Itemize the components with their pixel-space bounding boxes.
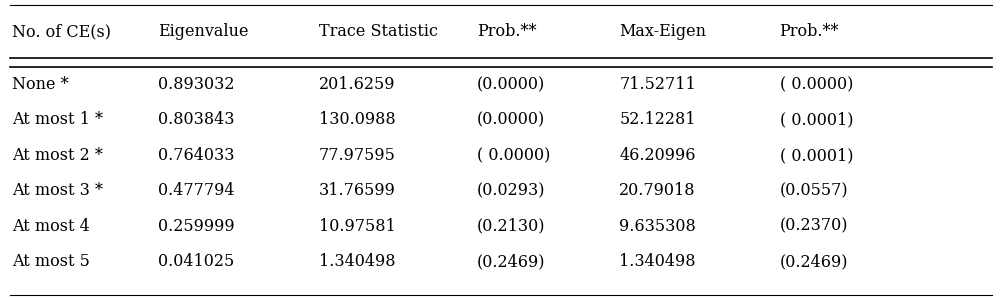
Text: At most 5: At most 5 — [12, 253, 90, 270]
Text: None *: None * — [12, 76, 69, 93]
Text: 71.52711: 71.52711 — [619, 76, 696, 93]
Text: 0.764033: 0.764033 — [158, 147, 234, 164]
Text: (0.2130): (0.2130) — [477, 218, 545, 235]
Text: ( 0.0001): ( 0.0001) — [780, 147, 853, 164]
Text: 0.893032: 0.893032 — [158, 76, 234, 93]
Text: No. of CE(s): No. of CE(s) — [12, 23, 111, 40]
Text: ( 0.0001): ( 0.0001) — [780, 112, 853, 128]
Text: 1.340498: 1.340498 — [619, 253, 695, 270]
Text: (0.2370): (0.2370) — [780, 218, 848, 235]
Text: Prob.**: Prob.** — [477, 23, 536, 40]
Text: 10.97581: 10.97581 — [319, 218, 396, 235]
Text: 77.97595: 77.97595 — [319, 147, 396, 164]
Text: 0.803843: 0.803843 — [158, 112, 234, 128]
Text: At most 4: At most 4 — [12, 218, 90, 235]
Text: 201.6259: 201.6259 — [319, 76, 395, 93]
Text: At most 3 *: At most 3 * — [12, 182, 103, 199]
Text: Eigenvalue: Eigenvalue — [158, 23, 248, 40]
Text: 0.477794: 0.477794 — [158, 182, 234, 199]
Text: 9.635308: 9.635308 — [619, 218, 696, 235]
Text: 130.0988: 130.0988 — [319, 112, 395, 128]
Text: (0.0000): (0.0000) — [477, 112, 545, 128]
Text: (0.0557): (0.0557) — [780, 182, 848, 199]
Text: ( 0.0000): ( 0.0000) — [780, 76, 853, 93]
Text: (0.2469): (0.2469) — [780, 253, 848, 270]
Text: Trace Statistic: Trace Statistic — [319, 23, 438, 40]
Text: (0.0293): (0.0293) — [477, 182, 545, 199]
Text: ( 0.0000): ( 0.0000) — [477, 147, 550, 164]
Text: Prob.**: Prob.** — [780, 23, 839, 40]
Text: (0.2469): (0.2469) — [477, 253, 545, 270]
Text: 0.041025: 0.041025 — [158, 253, 234, 270]
Text: 20.79018: 20.79018 — [619, 182, 695, 199]
Text: 0.259999: 0.259999 — [158, 218, 234, 235]
Text: 46.20996: 46.20996 — [619, 147, 695, 164]
Text: Max-Eigen: Max-Eigen — [619, 23, 706, 40]
Text: At most 2 *: At most 2 * — [12, 147, 103, 164]
Text: 31.76599: 31.76599 — [319, 182, 396, 199]
Text: (0.0000): (0.0000) — [477, 76, 545, 93]
Text: 52.12281: 52.12281 — [619, 112, 695, 128]
Text: At most 1 *: At most 1 * — [12, 112, 103, 128]
Text: 1.340498: 1.340498 — [319, 253, 395, 270]
